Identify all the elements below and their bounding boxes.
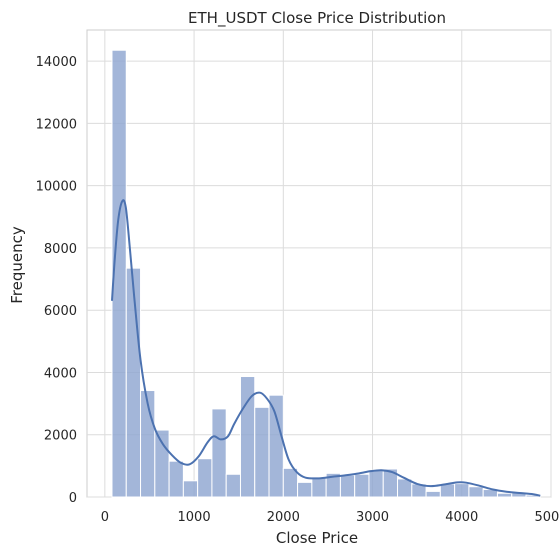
- x-tick-label: 3000: [356, 510, 389, 525]
- chart-title: ETH_USDT Close Price Distribution: [188, 9, 446, 28]
- histogram-bar: [168, 460, 184, 498]
- histogram-bar: [254, 406, 270, 498]
- y-tick-label: 8000: [44, 242, 77, 257]
- histogram-bar: [125, 267, 142, 498]
- histogram-bar: [211, 408, 227, 498]
- plot-background: [86, 29, 552, 498]
- histogram-bar: [268, 394, 284, 498]
- histogram-bar: [368, 469, 384, 498]
- histogram-bar: [197, 458, 213, 498]
- y-tick-label: 14000: [36, 55, 77, 70]
- histogram-bar: [339, 474, 356, 498]
- histogram-bar: [468, 486, 484, 498]
- x-axis-label: Close Price: [276, 529, 358, 547]
- y-tick-label: 4000: [44, 366, 77, 381]
- histogram-bar: [282, 467, 299, 498]
- histogram-bar: [439, 483, 456, 498]
- x-tick-label: 2000: [267, 510, 300, 525]
- histogram-bar: [496, 492, 513, 498]
- histogram-bar: [182, 480, 199, 498]
- y-tick-label: 6000: [44, 304, 77, 319]
- histogram-bar: [297, 481, 313, 498]
- y-tick-label: 2000: [44, 429, 77, 444]
- histogram-bars: [111, 49, 541, 498]
- histogram-bar: [225, 473, 241, 498]
- histogram-bar: [354, 473, 370, 498]
- y-tick-label: 10000: [36, 180, 77, 195]
- histogram-bar: [425, 490, 441, 498]
- x-tick-label: 1000: [178, 510, 211, 525]
- kde-curve: [110, 199, 541, 497]
- y-tick-labels: 0 2000 4000 6000 8000 10000 12000 14000: [36, 55, 77, 506]
- x-tick-label: 0: [101, 510, 109, 525]
- kde-curve-layer: [110, 199, 541, 497]
- x-tick-label: 4000: [445, 510, 478, 525]
- y-axis-label: Frequency: [8, 226, 26, 304]
- grid-lines: [87, 30, 552, 498]
- y-tick-label: 12000: [36, 117, 77, 132]
- histogram-bar: [154, 429, 170, 498]
- histogram-bar: [454, 483, 470, 498]
- y-tick-label: 0: [69, 491, 77, 506]
- histogram-bar: [311, 476, 327, 498]
